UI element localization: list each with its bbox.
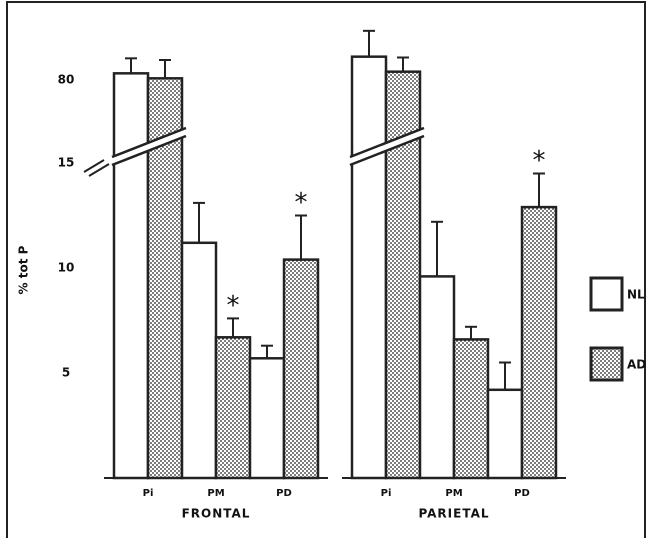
break-line bbox=[349, 134, 425, 167]
x-tick-label: PD bbox=[276, 488, 292, 499]
bar bbox=[282, 258, 320, 480]
y-tick-label: 15 bbox=[58, 156, 75, 170]
axis-break bbox=[83, 159, 110, 177]
bar bbox=[418, 275, 456, 480]
break-line bbox=[111, 134, 187, 167]
break-band bbox=[350, 128, 424, 165]
x-tick-label: PM bbox=[207, 488, 224, 499]
bar bbox=[486, 388, 524, 480]
break-band bbox=[112, 128, 186, 165]
break-line bbox=[349, 126, 425, 159]
significance-marker: * bbox=[533, 146, 546, 176]
y-tick-label: 10 bbox=[58, 261, 75, 275]
group-label: FRONTAL bbox=[182, 507, 251, 521]
x-tick-label: PM bbox=[445, 488, 462, 499]
legend-label: AD bbox=[627, 358, 646, 372]
bar bbox=[180, 241, 218, 480]
bar bbox=[350, 55, 388, 480]
bar bbox=[520, 205, 558, 480]
y-tick-label: 80 bbox=[58, 73, 75, 87]
bar bbox=[248, 357, 286, 480]
legend-label: NL bbox=[627, 288, 645, 302]
x-tick-label: Pi bbox=[381, 488, 392, 499]
break-line bbox=[111, 126, 187, 159]
x-tick-label: PD bbox=[514, 488, 530, 499]
x-tick-label: Pi bbox=[143, 488, 154, 499]
group-label: PARIETAL bbox=[418, 507, 489, 521]
legend-swatch bbox=[589, 276, 624, 312]
bar bbox=[452, 338, 490, 480]
frame bbox=[6, 1, 646, 542]
significance-marker: * bbox=[295, 188, 308, 218]
bar bbox=[112, 72, 150, 480]
y-tick-label: 5 bbox=[62, 366, 70, 380]
legend-swatch bbox=[589, 346, 624, 382]
bar bbox=[214, 336, 252, 480]
significance-marker: * bbox=[227, 291, 240, 321]
y-axis-label: % tot P bbox=[17, 245, 31, 294]
